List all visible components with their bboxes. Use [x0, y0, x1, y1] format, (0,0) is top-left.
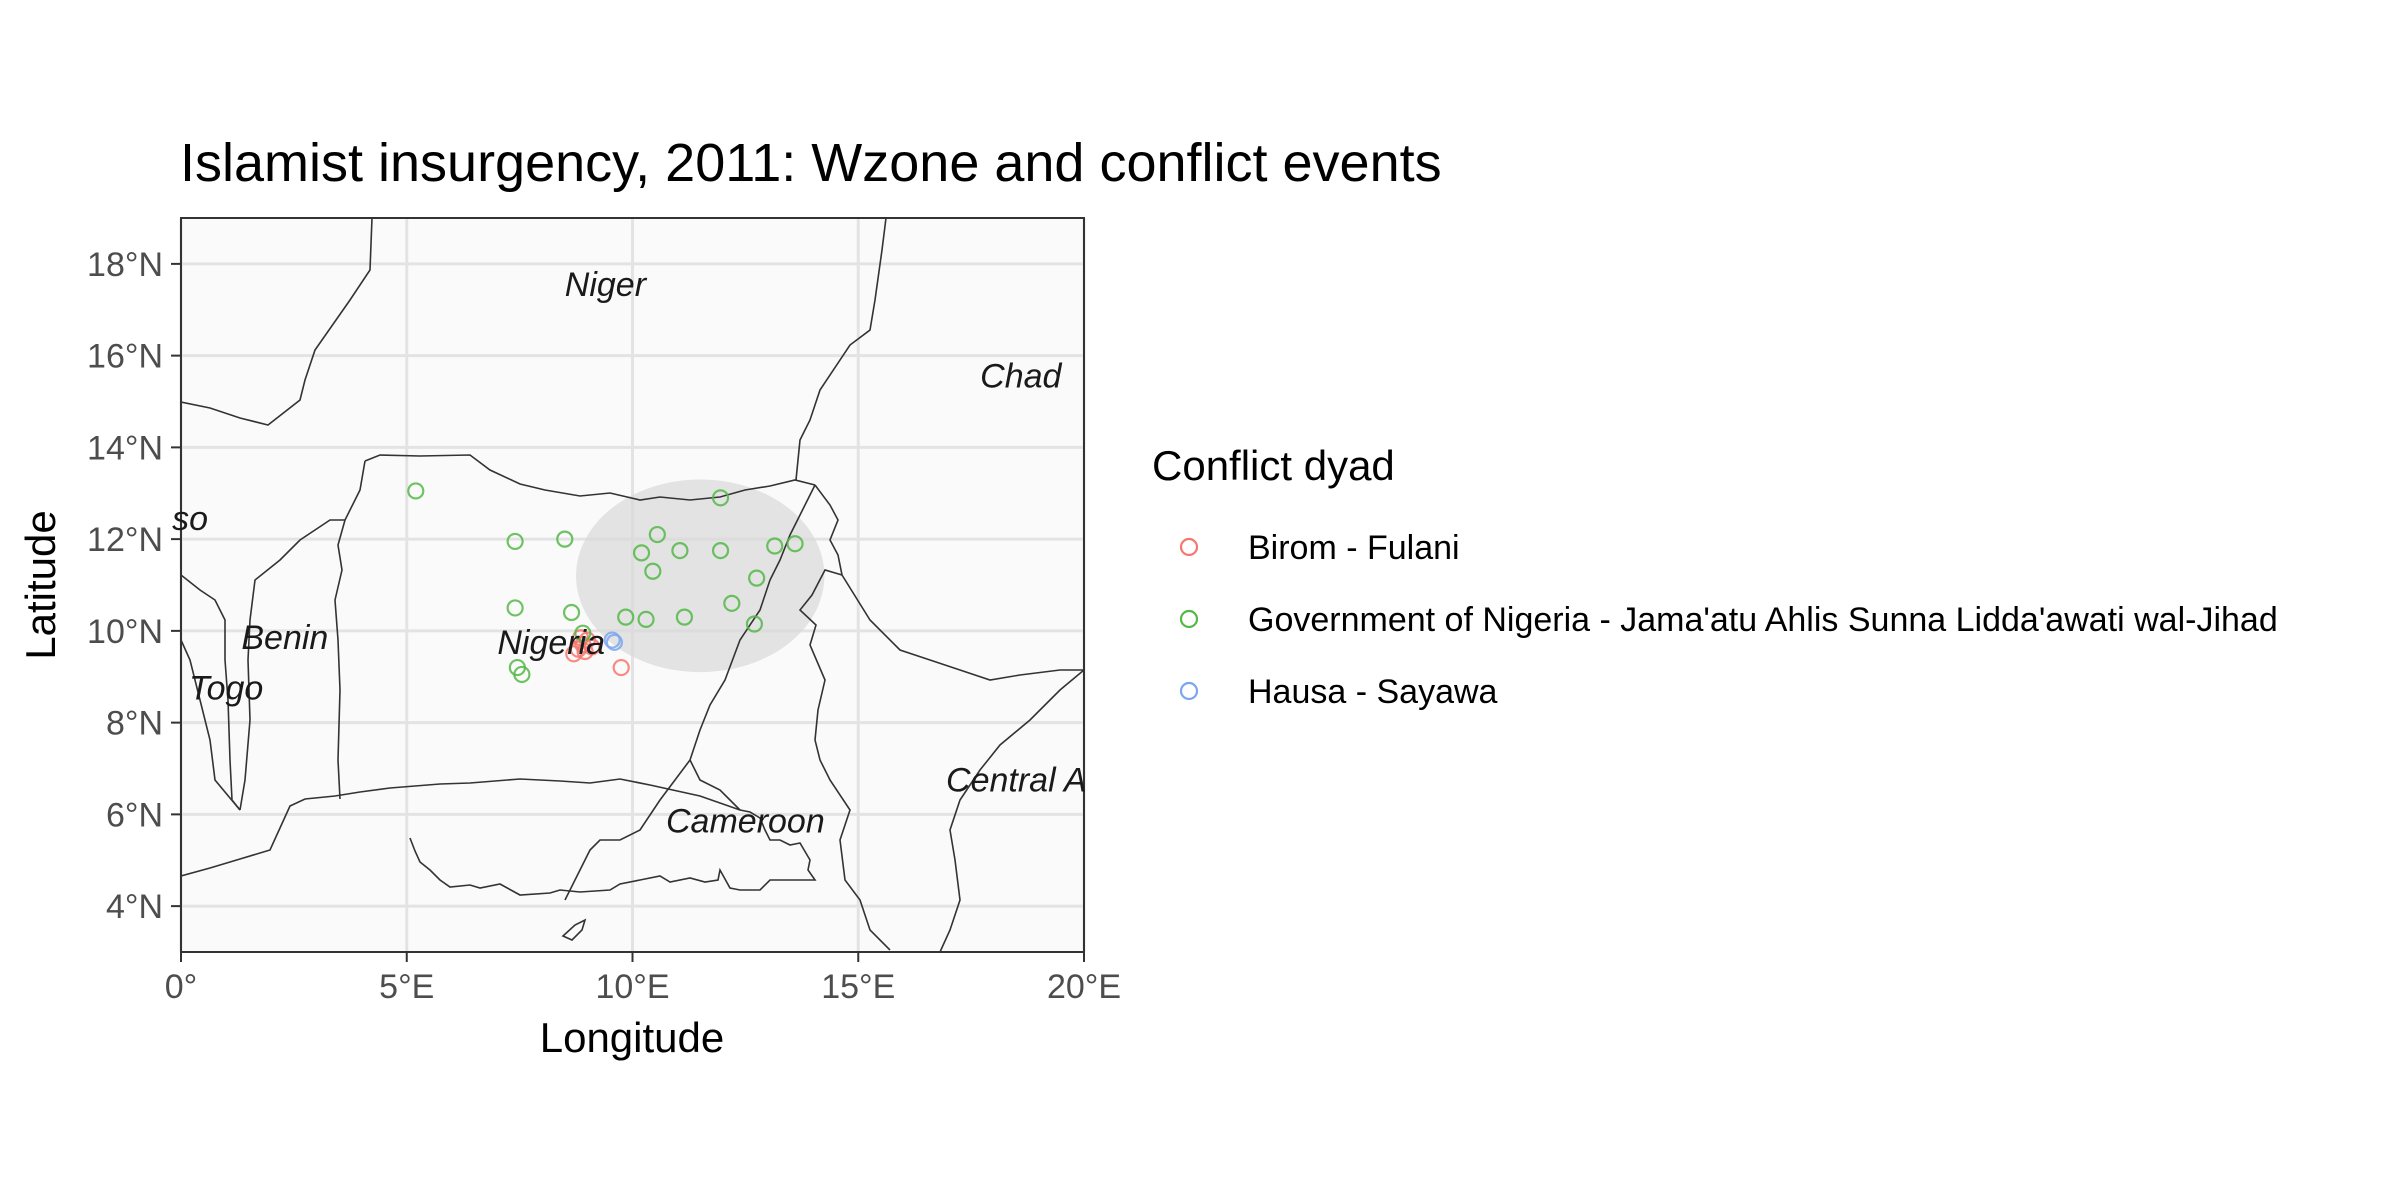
event-point	[574, 624, 592, 642]
event-point	[748, 569, 766, 587]
event-point	[675, 608, 694, 626]
event-point	[637, 610, 655, 629]
border-chad-car	[841, 574, 1084, 681]
x-axis-title: Longitude	[540, 1014, 725, 1061]
event-point	[556, 530, 574, 548]
legend-key	[1179, 537, 1199, 557]
event-point	[711, 489, 730, 507]
border-chad-niger	[795, 218, 887, 481]
country-labels: Niger Chad Nigeria Benin Togo Cameroon Central…	[172, 266, 1086, 841]
event-point	[766, 537, 784, 555]
y-tick-label: 10°N	[87, 613, 163, 651]
y-tick-label: 4°N	[106, 888, 163, 926]
y-tick-label: 18°N	[87, 246, 163, 284]
conflict-events	[407, 482, 804, 684]
event-point	[617, 608, 635, 626]
border-chad-cameroon	[798, 484, 891, 951]
event-point	[565, 645, 583, 663]
x-tick-label: 20°E	[1047, 968, 1121, 1006]
border-nigeria-cameroon	[564, 484, 816, 901]
coastline	[181, 778, 817, 896]
event-point	[648, 525, 666, 544]
border-benin-nigeria	[334, 460, 366, 800]
event-point	[506, 532, 524, 551]
chart-title: Islamist insurgency, 2011: Wzone and con…	[180, 133, 1442, 193]
event-point	[407, 482, 425, 500]
event-point	[506, 599, 524, 617]
event-point	[583, 638, 601, 656]
y-tick-label: 14°N	[87, 429, 163, 467]
country-label: Benin	[241, 619, 328, 657]
border-togo-benin	[239, 519, 345, 811]
legend-label: Birom - Fulani	[1248, 529, 1460, 567]
border-benin-west	[181, 574, 241, 811]
y-tick-label: 6°N	[106, 796, 163, 834]
event-point	[745, 615, 764, 633]
border-cameroon-east	[689, 759, 741, 811]
event-point	[612, 658, 630, 677]
event-point	[711, 541, 730, 560]
legend-label: Hausa - Sayawa	[1248, 673, 1498, 711]
event-point	[671, 541, 689, 560]
event-point	[786, 535, 804, 553]
country-label: so	[172, 500, 208, 538]
island	[561, 918, 587, 941]
country-borders	[181, 218, 1084, 952]
y-tick-label: 8°N	[106, 705, 163, 743]
legend-title: Conflict dyad	[1152, 442, 1395, 489]
country-label: Niger	[565, 266, 648, 304]
wzone-area	[576, 479, 825, 673]
y-axis-title: Latitude	[17, 510, 64, 659]
border-north-west	[181, 218, 373, 426]
country-label: Nigeria	[497, 624, 605, 662]
x-tick-label: 10°E	[595, 968, 669, 1006]
country-label: Togo	[189, 670, 263, 708]
legend: Conflict dyad Birom - Fulani Government o…	[1152, 442, 2278, 711]
y-tick-label: 12°N	[87, 521, 163, 559]
event-point	[632, 544, 651, 562]
x-tick-label: 5°E	[379, 968, 434, 1006]
event-point	[513, 665, 531, 684]
country-label: Chad	[980, 358, 1062, 396]
map-layers	[181, 218, 1084, 952]
event-point	[603, 631, 621, 649]
event-point	[574, 636, 592, 654]
border-car-east	[939, 669, 1084, 952]
event-point	[605, 633, 624, 651]
legend-label: Government of Nigeria - Jama'atu Ahlis S…	[1248, 601, 2278, 639]
event-point	[562, 603, 581, 622]
legend-key	[1179, 681, 1199, 701]
y-tick-label: 16°N	[87, 338, 163, 376]
y-axis: 4°N 6°N 8°N 10°N 12°N 14°N 16°N 18°N	[87, 246, 181, 926]
x-tick-label: 15°E	[821, 968, 895, 1006]
event-point	[644, 562, 662, 580]
legend-key	[1179, 609, 1199, 629]
x-axis: 0° 5°E 10°E 15°E 20°E	[165, 952, 1121, 1006]
border-togo-west	[181, 639, 241, 811]
event-point	[723, 594, 741, 612]
x-tick-label: 0°	[165, 968, 198, 1006]
border-niger-nigeria-north	[364, 454, 816, 501]
country-label: Central A	[946, 761, 1086, 799]
country-label: Cameroon	[666, 803, 825, 841]
